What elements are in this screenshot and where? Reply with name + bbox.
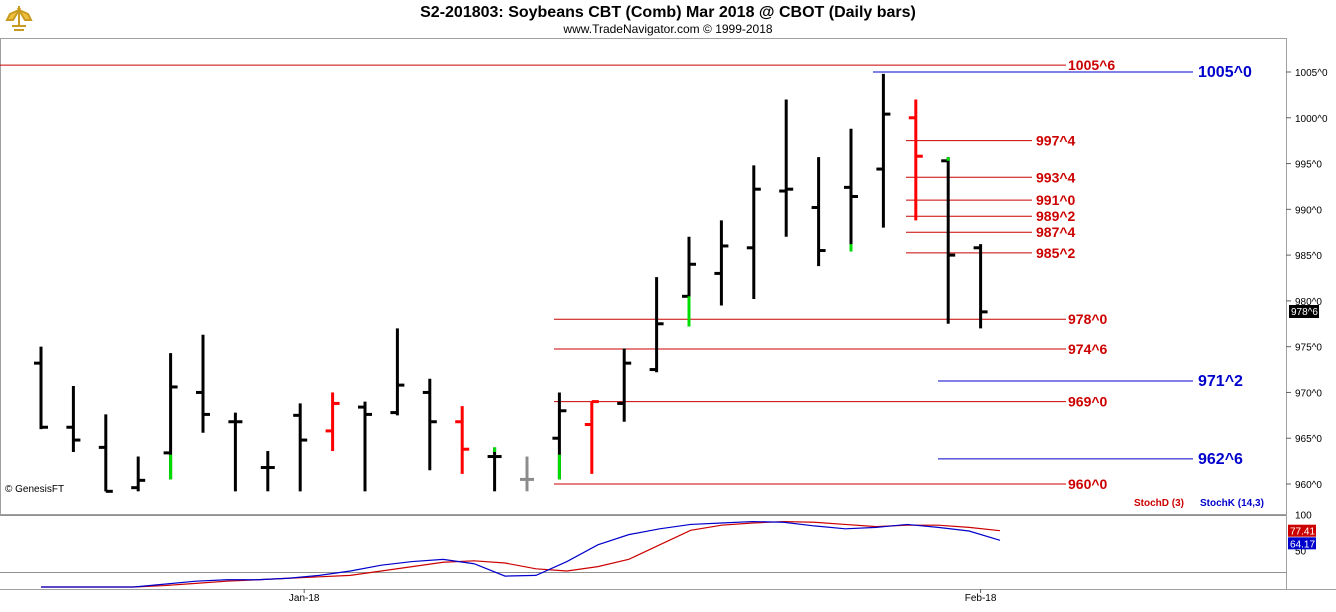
level-label: 974^6 (1068, 341, 1108, 357)
stoch-tick-label: 50 (1295, 547, 1307, 558)
stoch-d-value: 77.41 (1290, 527, 1315, 538)
price-axis-ticks: 1005^0 1000^0 995^0 990^0 985^0 980^0 975^0 970… (1286, 68, 1328, 491)
chart-title: S2-201803: Soybeans CBT (Comb) Mar 2018 … (420, 4, 916, 21)
level-label: 969^0 (1068, 394, 1108, 410)
level-label: 971^2 (1198, 373, 1243, 390)
level-label: 978^0 (1068, 311, 1108, 327)
price-tick-label: 960^0 (1295, 480, 1322, 491)
date-tick-label: Jan-18 (289, 593, 320, 604)
price-tick-label: 1005^0 (1295, 68, 1328, 79)
stoch-k-value-box (1288, 537, 1316, 550)
level-label: 987^4 (1036, 224, 1076, 240)
date-tick-label: Feb-18 (965, 593, 997, 604)
copyright-label: © GenesisFT (5, 484, 64, 495)
stoch-k-line (41, 520, 1001, 588)
price-tick-label: 965^0 (1295, 434, 1322, 445)
last-price-label: 978^6 (1291, 307, 1318, 318)
price-tick-label: 990^0 (1295, 205, 1322, 216)
level-label: 985^2 (1036, 245, 1076, 261)
price-tick-label: 1000^0 (1295, 114, 1328, 125)
level-label: 993^4 (1036, 169, 1076, 185)
stoch-d-value-box (1288, 524, 1316, 537)
stoch-d-legend: StochD (3) (1134, 498, 1184, 509)
level-label: 962^6 (1198, 451, 1243, 468)
level-label: 960^0 (1068, 476, 1108, 492)
price-tick-label: 970^0 (1295, 388, 1322, 399)
price-tick-label: 975^0 (1295, 343, 1322, 354)
level-label: 1005^6 (1068, 57, 1115, 73)
level-label: 997^4 (1036, 133, 1076, 149)
price-panel-frame (0, 38, 1287, 515)
chart-subtitle: www.TradeNavigator.com © 1999-2018 (562, 22, 772, 36)
stoch-d-line (41, 520, 1001, 588)
price-tick-label: 995^0 (1295, 160, 1322, 171)
level-label: 991^0 (1036, 192, 1076, 208)
ohlc-bars (34, 73, 988, 493)
stoch-tick-label: 100 (1295, 510, 1312, 521)
date-axis: Jan-18 Feb-18 (289, 589, 997, 604)
level-label: 989^2 (1036, 208, 1076, 224)
level-label: 1005^0 (1198, 64, 1252, 81)
price-tick-label: 985^0 (1295, 251, 1322, 262)
price-tick-label: 980^0 (1295, 297, 1322, 308)
last-price-box (1289, 305, 1319, 318)
stoch-k-legend: StochK (14,3) (1200, 498, 1264, 509)
stoch-k-value: 64.17 (1290, 539, 1315, 550)
logo (4, 2, 34, 32)
